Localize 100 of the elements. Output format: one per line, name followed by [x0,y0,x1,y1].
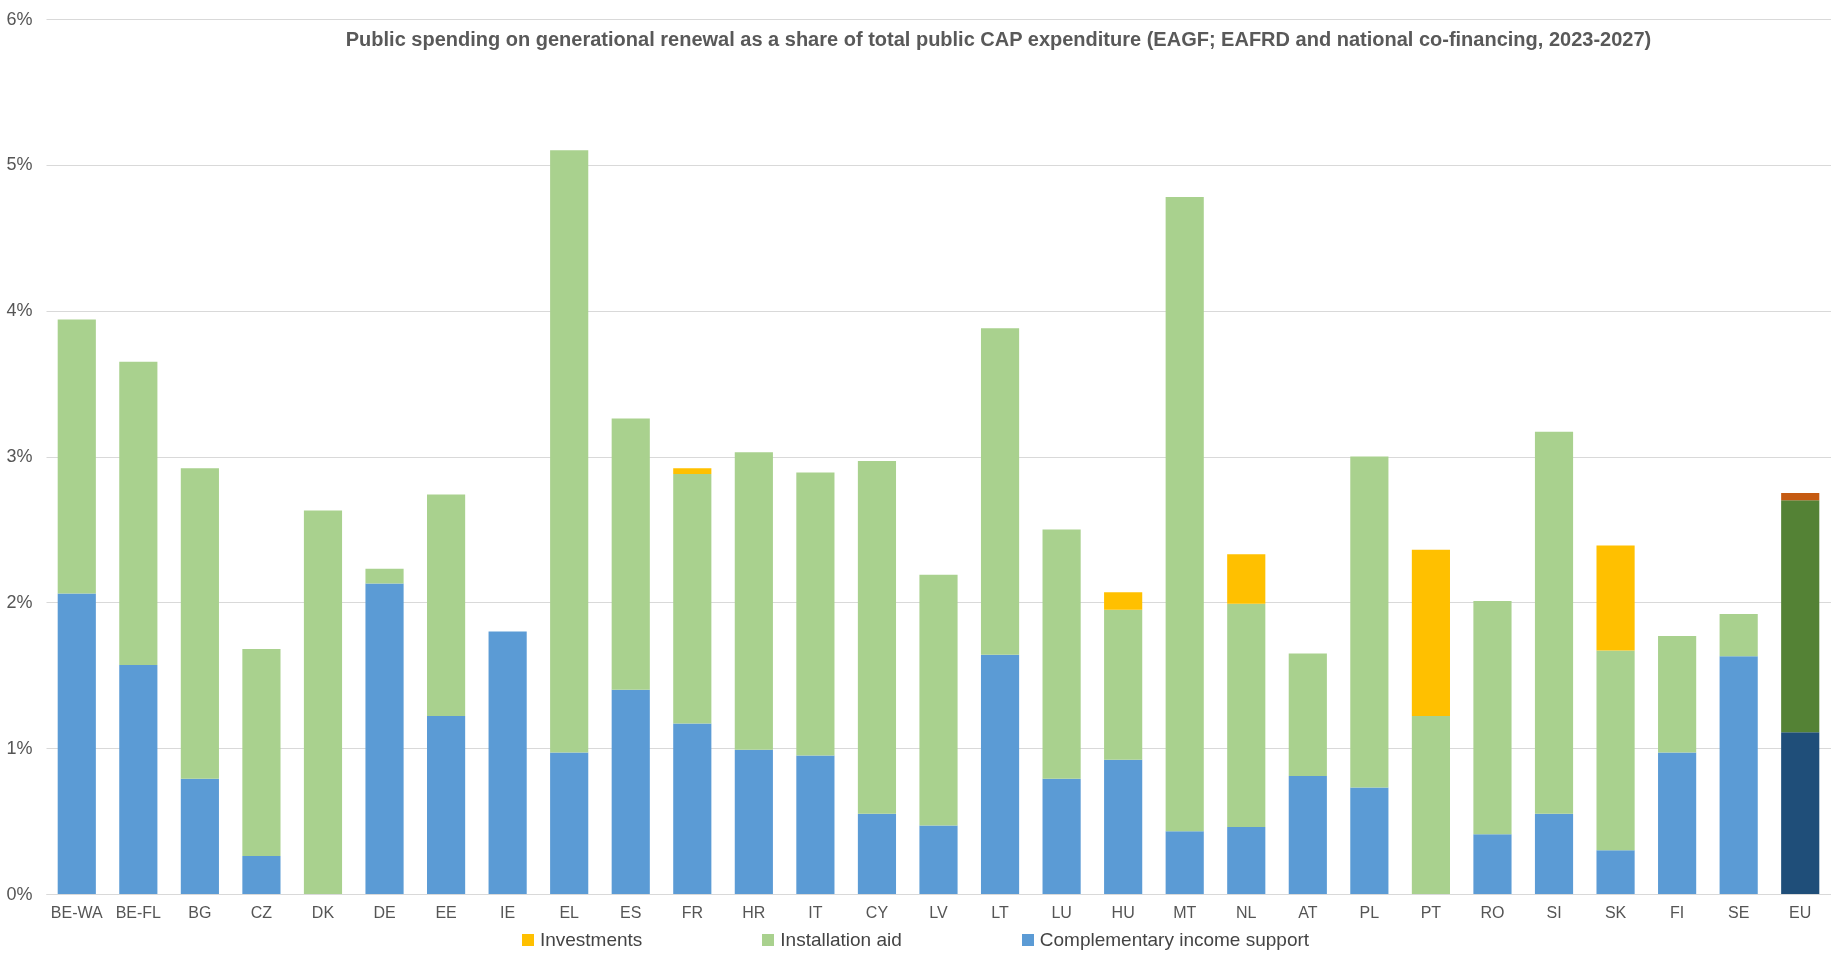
x-tick-label: LV [929,903,949,921]
bar [365,568,404,584]
y-tick-label: 5% [6,154,33,175]
x-tick-label: EE [435,903,457,921]
bar [180,778,219,894]
y-tick-label: 0% [6,883,33,904]
bar [119,665,158,894]
bar [1104,609,1143,760]
x-tick-label: BG [188,903,212,921]
bar [1104,592,1143,610]
bar [673,723,712,894]
x-tick-label: HU [1111,903,1135,921]
x-tick-label: RO [1480,903,1505,921]
bar [1781,492,1820,501]
bar [1042,529,1081,779]
bar [1288,653,1327,776]
bar [673,468,712,474]
bar [734,452,773,750]
bar [673,474,712,724]
bar [1596,650,1635,851]
bar [1411,716,1450,894]
x-tick-label: IT [808,903,823,921]
bar [857,460,897,814]
bar [796,472,835,756]
bar [1534,431,1574,814]
x-tick-label: EL [559,903,580,921]
bar [365,583,404,894]
bar [57,593,96,894]
x-tick-label: PL [1359,903,1380,921]
chart-title: Public spending on generational renewal as a share of total public CAP expenditure (EAGF; EAFRD and national co-financing, 2023-2027) [345,28,1652,50]
bar [1473,834,1512,894]
bar [1658,752,1697,894]
bar [1165,831,1204,894]
bar [427,494,466,717]
x-tick-label: BE-FL [115,903,162,921]
y-tick-label: 4% [6,300,33,321]
bar [57,319,96,594]
y-tick-label: 3% [6,446,33,466]
bar [1227,554,1266,604]
x-tick-label: IE [500,903,516,921]
x-tick-label: SI [1546,903,1562,921]
x-tick-label: NL [1236,903,1257,921]
bar [1719,656,1758,894]
bar [488,631,527,894]
bar [611,689,650,894]
legend-label: Complementary income support [1039,929,1310,950]
bar [427,716,466,894]
x-tick-label: PT [1420,903,1442,921]
bar [1350,456,1389,788]
x-tick-label: LU [1051,903,1072,921]
bar [611,418,650,690]
bar [1596,545,1635,651]
bar [1534,813,1574,894]
legend-label: Installation aid [780,929,902,950]
bar [980,328,1020,655]
bar [1719,614,1758,657]
bar [550,752,589,894]
bar [1658,635,1697,753]
x-tick-label: CZ [250,903,273,921]
bar [734,749,773,894]
bar [919,574,958,826]
bar [1104,759,1143,894]
legend-label: Investments [539,929,643,950]
bar [980,654,1020,894]
x-tick-label: FR [681,903,703,921]
bar [857,813,897,894]
y-tick-label: 6% [6,8,33,29]
bar [242,649,281,857]
bar [1473,600,1512,835]
x-tick-label: DE [373,903,396,921]
bar [1411,549,1450,717]
bar [1288,775,1327,894]
bar [1781,500,1820,733]
y-tick-label: 2% [6,591,33,612]
bar [1781,732,1820,894]
x-tick-label: ES [620,903,642,921]
x-tick-label: EU [1789,903,1812,921]
bar [242,856,281,894]
x-tick-label: BE-WA [50,903,104,921]
bar [303,510,343,894]
x-tick-label: MT [1173,903,1197,921]
y-tick-label: 1% [6,737,33,758]
x-tick-label: FI [1670,903,1685,921]
bar [1227,826,1266,894]
x-tick-label: LT [991,903,1010,921]
bar [550,150,589,753]
bar [919,825,958,894]
bar [119,361,158,666]
bar [1350,787,1389,894]
bar [180,468,219,779]
x-tick-label: SK [1604,903,1627,921]
x-tick-label: CY [865,903,889,921]
x-tick-label: AT [1298,903,1318,921]
bar [1596,850,1635,894]
bar [1165,196,1204,832]
bar [1227,603,1266,827]
x-tick-label: HR [742,903,766,921]
bar [796,755,835,894]
bar [1042,778,1081,894]
x-tick-label: SE [1728,903,1750,921]
